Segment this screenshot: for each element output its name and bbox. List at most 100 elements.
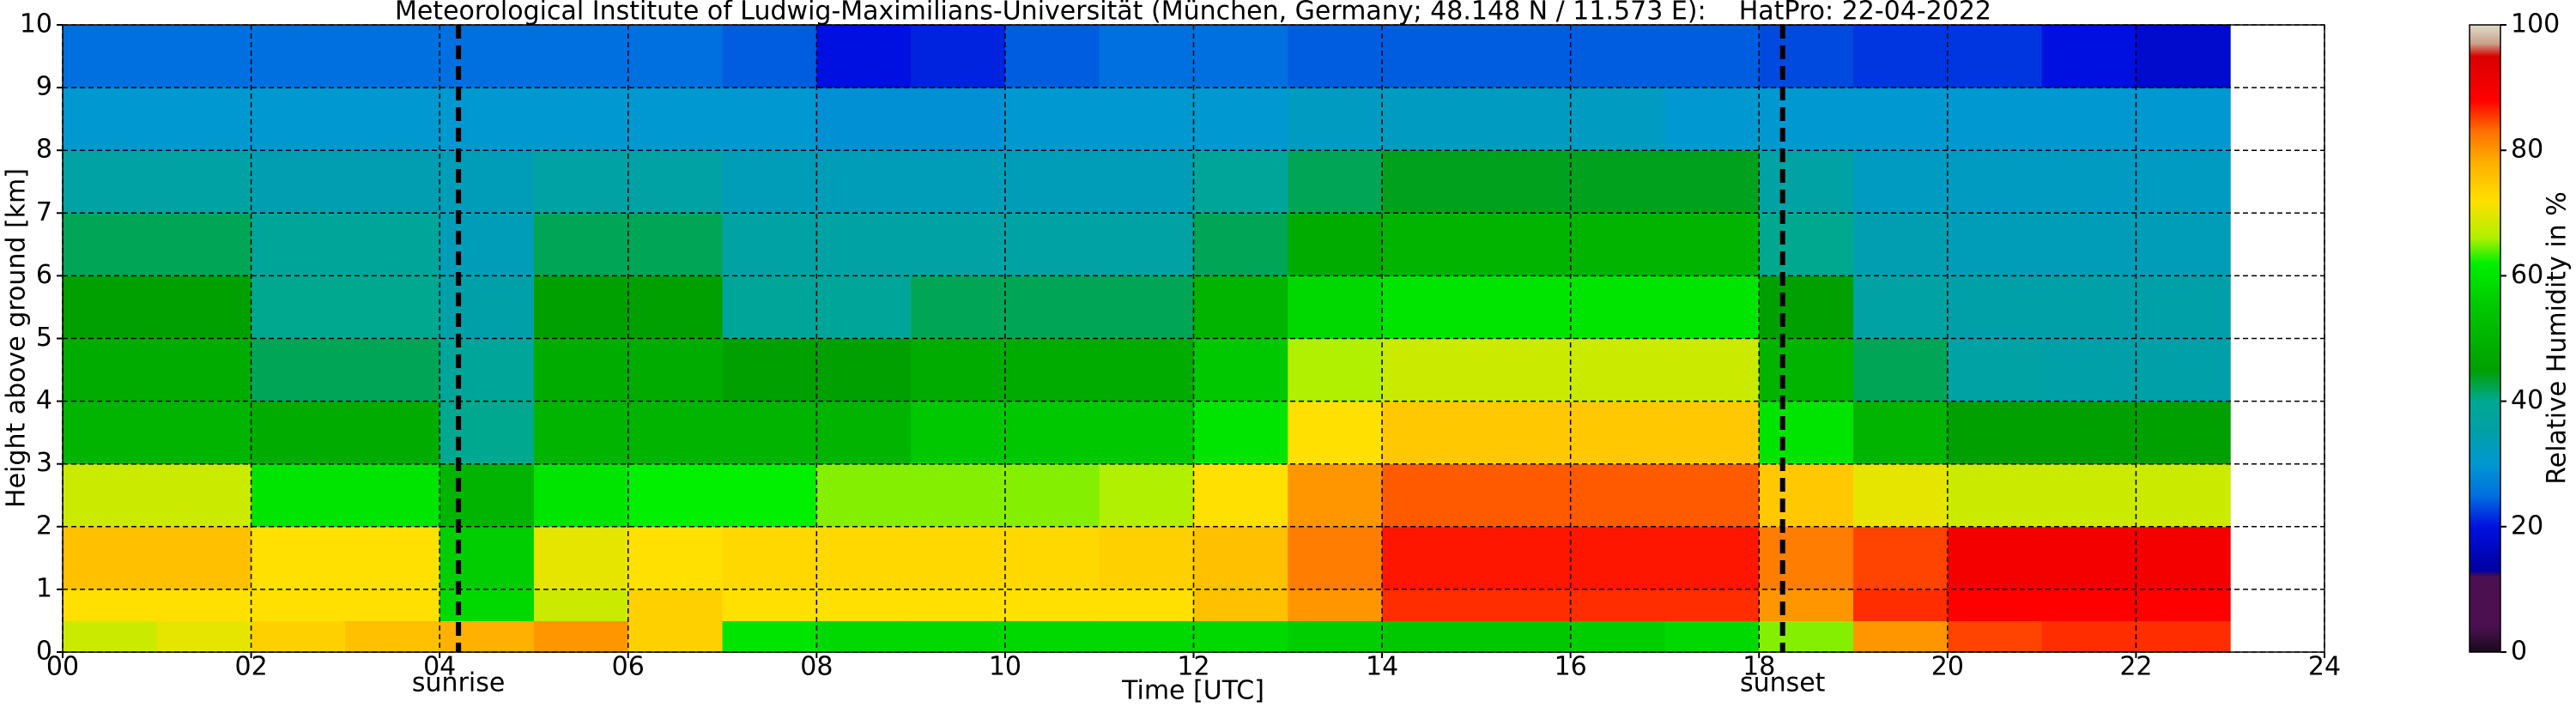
heatmap-cell xyxy=(345,88,440,151)
x-tick-label: 22 xyxy=(2119,652,2152,682)
heatmap-cell xyxy=(1759,213,1854,276)
heatmap-cell xyxy=(1476,213,1572,276)
heatmap-cell xyxy=(2136,213,2231,276)
heatmap-cell xyxy=(1004,275,1100,339)
heatmap-cell xyxy=(911,620,1006,653)
x-tick-label: 24 xyxy=(2308,652,2341,682)
heatmap-cell xyxy=(911,589,1006,621)
heatmap-cell xyxy=(1476,150,1572,214)
heatmap-cell xyxy=(533,401,629,465)
heatmap-cell xyxy=(251,150,346,214)
heatmap-cell xyxy=(1947,401,2043,465)
heatmap-cell xyxy=(1853,338,1949,402)
heatmap-cell xyxy=(1099,338,1194,402)
heatmap-cell xyxy=(911,338,1006,402)
heatmap-cell xyxy=(816,620,912,653)
heatmap-cell xyxy=(1476,25,1572,88)
heatmap-cell xyxy=(439,463,535,528)
heatmap-cell xyxy=(439,213,535,276)
heatmap-cell xyxy=(251,88,346,151)
heatmap-cell xyxy=(1099,526,1194,590)
heatmap-cell xyxy=(1193,526,1288,590)
x-tick-label: 06 xyxy=(612,652,645,682)
x-tick-label: 16 xyxy=(1555,652,1587,682)
heatmap-cell xyxy=(2041,463,2137,528)
heatmap-cell xyxy=(1853,275,1949,339)
heatmap-cell xyxy=(533,589,629,621)
heatmap-cell xyxy=(1664,401,1760,465)
heatmap-cell xyxy=(627,25,724,88)
heatmap-cell xyxy=(911,463,1006,528)
heatmap-cell xyxy=(2041,620,2137,653)
heatmap-cell xyxy=(1759,275,1854,339)
heatmap-cell xyxy=(2041,275,2137,339)
x-tick-label: 12 xyxy=(1177,652,1209,682)
heatmap-cell xyxy=(1947,526,2043,590)
heatmap-cell xyxy=(1476,620,1572,653)
heatmap-cell xyxy=(2136,401,2231,465)
heatmap-cell xyxy=(816,275,912,339)
heatmap-cell xyxy=(1570,338,1665,402)
heatmap-cell xyxy=(156,25,252,88)
heatmap-cell xyxy=(722,589,817,621)
heatmap-cell xyxy=(345,526,440,590)
heatmap-cell xyxy=(156,401,252,465)
heatmap-cell xyxy=(1570,275,1665,339)
heatmap-cell xyxy=(1382,463,1477,528)
heatmap-cell xyxy=(439,401,535,465)
heatmap-cell xyxy=(1099,589,1194,621)
heatmap-cell xyxy=(2041,25,2137,88)
heatmap-cell xyxy=(911,275,1006,339)
heatmap-cell xyxy=(1099,401,1194,465)
heatmap-cell xyxy=(251,213,346,276)
heatmap-cell xyxy=(1004,25,1100,88)
heatmap-cell xyxy=(1664,150,1760,214)
heatmap-cell xyxy=(627,620,724,653)
heatmap-cell xyxy=(345,275,440,339)
heatmap-cell xyxy=(63,275,158,339)
heatmap-cell xyxy=(722,620,817,653)
heatmap-cell xyxy=(251,25,346,88)
heatmap-cell xyxy=(816,401,912,465)
x-tick-label: 10 xyxy=(989,652,1021,682)
heatmap-cell xyxy=(1382,25,1477,88)
colorbar xyxy=(2469,24,2501,653)
heatmap-cell xyxy=(156,88,252,151)
heatmap-cell xyxy=(1476,338,1572,402)
colorbar-tick-label: 100 xyxy=(2511,9,2560,39)
heatmap-cell xyxy=(156,213,252,276)
heatmap-cell xyxy=(2136,620,2231,653)
heatmap-cell xyxy=(156,526,252,590)
heatmap-cell xyxy=(1947,338,2043,402)
heatmap-cell xyxy=(627,463,724,528)
heatmap-cell xyxy=(1853,88,1949,151)
heatmap-cell xyxy=(1853,463,1949,528)
plot-frame xyxy=(62,24,2325,653)
heatmap-cell xyxy=(1664,589,1760,621)
heatmap-cell xyxy=(63,589,158,621)
heatmap-cell xyxy=(1664,620,1760,653)
heatmap-cell xyxy=(1476,88,1572,151)
heatmap-cell xyxy=(627,275,724,339)
heatmap-cell xyxy=(911,150,1006,214)
heatmap-cell xyxy=(627,401,724,465)
heatmap-cell xyxy=(251,620,346,653)
heatmap-cell xyxy=(1004,463,1100,528)
heatmap-cell xyxy=(627,88,724,151)
heatmap-cell xyxy=(1947,275,2043,339)
heatmap-cell xyxy=(1004,620,1100,653)
heatmap-cell xyxy=(533,526,629,590)
heatmap-cell xyxy=(2041,213,2137,276)
heatmap-cell xyxy=(1947,463,2043,528)
heatmap-cell xyxy=(1664,338,1760,402)
heatmap-cell xyxy=(439,25,535,88)
x-tick-label: 18 xyxy=(1743,652,1775,682)
heatmap-cell xyxy=(63,25,158,88)
heatmap-cell xyxy=(1570,401,1665,465)
heatmap-cell xyxy=(63,463,158,528)
heatmap-cell xyxy=(251,463,346,528)
heatmap-cell xyxy=(2041,150,2137,214)
heatmap-cell xyxy=(2136,150,2231,214)
heatmap-cell xyxy=(2041,88,2137,151)
y-tick-label: 4 xyxy=(36,385,52,415)
